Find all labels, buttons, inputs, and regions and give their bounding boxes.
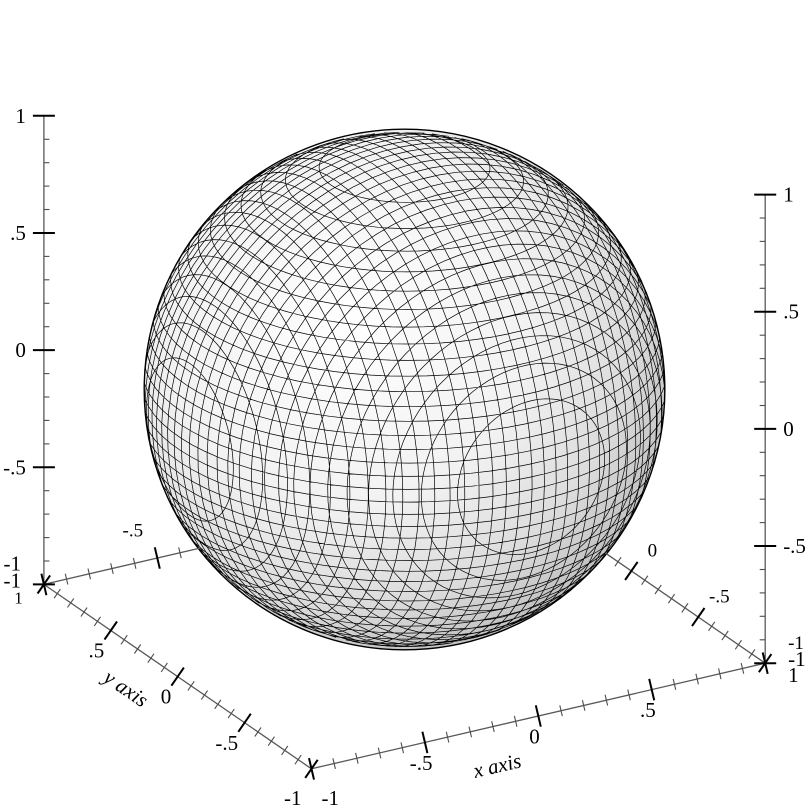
- svg-text:-.5: -.5: [410, 751, 433, 775]
- svg-text:-.5: -.5: [783, 534, 806, 558]
- svg-text:0: 0: [648, 540, 658, 561]
- svg-text:-.5: -.5: [3, 455, 26, 479]
- svg-text:-.5: -.5: [215, 731, 238, 755]
- svg-text:.5: .5: [640, 698, 656, 722]
- svg-text:1: 1: [788, 663, 799, 687]
- svg-text:0: 0: [529, 725, 540, 749]
- svg-text:-1: -1: [284, 786, 302, 810]
- svg-text:-.5: -.5: [123, 521, 144, 542]
- svg-text:1: 1: [15, 104, 26, 128]
- svg-text:0: 0: [161, 685, 172, 709]
- svg-text:1: 1: [14, 588, 23, 607]
- svg-text:.5: .5: [89, 639, 105, 663]
- svg-text:0: 0: [15, 338, 26, 362]
- svg-text:.5: .5: [10, 221, 26, 245]
- svg-text:-.5: -.5: [709, 586, 730, 607]
- svg-text:1: 1: [783, 183, 794, 207]
- svg-text:.5: .5: [783, 300, 799, 324]
- svg-text:0: 0: [783, 417, 794, 441]
- svg-text:-1: -1: [322, 786, 340, 810]
